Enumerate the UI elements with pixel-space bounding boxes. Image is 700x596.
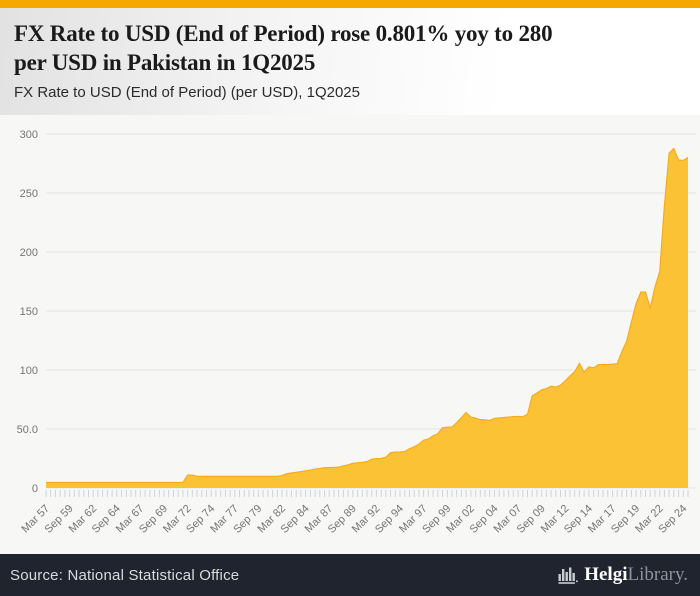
fx-rate-area-series bbox=[46, 148, 688, 488]
chart-subtitle: FX Rate to USD (End of Period) (per USD)… bbox=[14, 84, 360, 101]
x-axis-ticks bbox=[45, 490, 689, 497]
svg-text:300: 300 bbox=[20, 129, 38, 141]
chart-area: 300 250 200 150 100 50.0 0 Mar 57 Sep 59 Mar 62 Se… bbox=[0, 115, 700, 554]
chart-header: FX Rate to USD (End of Period) rose 0.80… bbox=[0, 8, 700, 115]
chart-title: FX Rate to USD (End of Period) rose 0.80… bbox=[14, 19, 684, 77]
fx-rate-line-edge bbox=[46, 147, 689, 483]
chart-title-line2: per USD in Pakistan in 1Q2025 bbox=[14, 50, 316, 75]
svg-text:0: 0 bbox=[32, 483, 38, 495]
svg-text:150: 150 bbox=[20, 306, 38, 318]
helgi-logo-icon bbox=[558, 567, 579, 584]
chart-footer: Source: National Statistical Office Helg… bbox=[0, 554, 700, 596]
svg-text:50.0: 50.0 bbox=[17, 424, 38, 436]
source-label: Source: National Statistical Office bbox=[10, 566, 240, 584]
chart-title-line1: FX Rate to USD (End of Period) rose 0.80… bbox=[14, 21, 553, 46]
helgi-logo-wordmark: HelgiLibrary. bbox=[584, 564, 688, 586]
y-axis-labels: 300 250 200 150 100 50.0 0 bbox=[17, 129, 38, 495]
svg-text:100: 100 bbox=[20, 365, 38, 377]
logo-text-helgi: Helgi bbox=[584, 564, 628, 585]
svg-text:200: 200 bbox=[20, 247, 38, 259]
logo-text-library: Library. bbox=[627, 564, 689, 585]
helgi-library-logo[interactable]: HelgiLibrary. bbox=[557, 564, 688, 586]
brand-accent-bar bbox=[0, 0, 700, 8]
svg-text:250: 250 bbox=[20, 188, 38, 200]
